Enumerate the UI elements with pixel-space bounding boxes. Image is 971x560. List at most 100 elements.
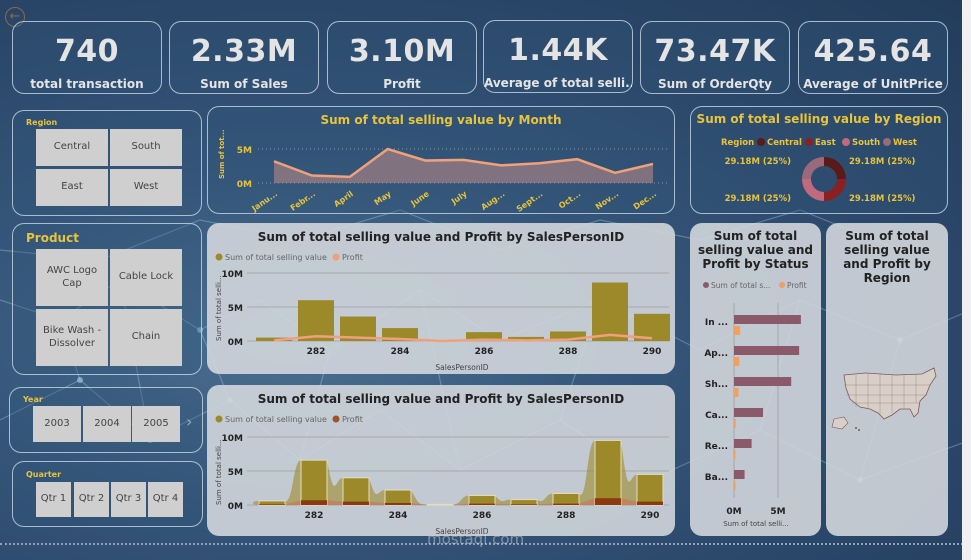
bar xyxy=(734,408,764,417)
profit-bar xyxy=(734,450,736,459)
y-tick-label: 0M xyxy=(228,338,243,348)
quarter-option-2[interactable]: Qtr 2 xyxy=(74,482,109,517)
y-axis-title: Sum of total selli... xyxy=(215,275,223,341)
watermark: mostaql.com xyxy=(427,530,525,548)
legend-label: Profit xyxy=(787,281,807,290)
x-axis-title: SalesPersonID xyxy=(435,527,488,536)
x-tick-label: 288 xyxy=(557,511,576,521)
profit-bar xyxy=(343,501,369,505)
legend-label: Profit xyxy=(342,253,363,262)
year-option-2004[interactable]: 2004 xyxy=(83,406,131,442)
y-tick-label: 0M xyxy=(237,180,252,190)
data-label: 29.18M (25%) xyxy=(849,157,916,167)
divider xyxy=(0,543,971,545)
product-option-cable-lock[interactable]: Cable Lock xyxy=(110,249,182,306)
region-option-west[interactable]: West xyxy=(110,169,182,206)
slicer-title: Product xyxy=(26,231,79,245)
legend-title: Region xyxy=(721,138,754,148)
chevron-right-icon[interactable]: › xyxy=(186,412,193,431)
kpi-label: total transaction xyxy=(30,77,144,91)
donut-slice xyxy=(824,179,846,201)
year-option-2005[interactable]: 2005 xyxy=(132,406,180,442)
legend-marker xyxy=(883,138,891,146)
x-tick-label: Nov... xyxy=(594,189,620,211)
x-tick-label: June xyxy=(409,189,432,209)
chart-title: Sum of total selling value and Profit by… xyxy=(257,230,625,244)
us-mainland-shape xyxy=(843,367,937,420)
profit-bar xyxy=(385,502,411,505)
donut-slice xyxy=(802,179,824,201)
x-tick-label: May xyxy=(373,189,394,207)
kpi-profit: 3.10M Profit xyxy=(327,21,477,94)
x-tick-label: 286 xyxy=(473,511,492,521)
profit-bar xyxy=(469,503,495,505)
profit-line xyxy=(273,333,653,343)
salesperson-ribbon-chart: Sum of total selling value Profit0M5M10MS… xyxy=(215,415,669,536)
slicer-title: Quarter xyxy=(26,470,62,479)
legend-marker xyxy=(842,138,850,146)
quarter-option-4[interactable]: Qtr 4 xyxy=(148,482,183,517)
profit-bar xyxy=(259,504,285,505)
x-tick-label: 286 xyxy=(475,347,494,357)
alaska-shape xyxy=(831,416,849,430)
legend-marker xyxy=(332,415,340,423)
y-tick-label: Re... xyxy=(705,442,728,452)
region-option-east[interactable]: East xyxy=(36,169,108,206)
x-tick-label: 290 xyxy=(643,347,662,357)
y-tick-label: 0M xyxy=(228,502,243,512)
bar xyxy=(298,300,334,341)
kpi-value: 425.64 xyxy=(813,34,933,69)
profit-bar xyxy=(511,504,537,505)
quarter-option-1[interactable]: Qtr 1 xyxy=(36,482,71,517)
quarter-option-3[interactable]: Qtr 3 xyxy=(111,482,146,517)
kpi-label: Profit xyxy=(383,77,421,91)
status-bar-chart: Sum of total s... Profit In ... Ap... Sh... C… xyxy=(703,281,807,528)
kpi-label: Average of UnitPrice xyxy=(803,77,943,91)
y-tick-label: 10M xyxy=(222,270,244,280)
kpi-value: 73.47K xyxy=(654,34,776,69)
region-option-south[interactable]: South xyxy=(110,129,182,166)
product-option-bike-wash[interactable]: Bike Wash - Dissolver xyxy=(36,309,108,366)
region-option-central[interactable]: Central xyxy=(36,129,108,166)
ribbon-bar xyxy=(384,489,412,506)
year-option-2003[interactable]: 2003 xyxy=(33,406,81,442)
profit-bar xyxy=(301,500,327,505)
product-option-chain[interactable]: Chain xyxy=(110,309,182,366)
legend-marker xyxy=(703,282,709,288)
region-donut-card: Sum of total selling value by Region Reg… xyxy=(690,106,948,214)
scrollbar[interactable] xyxy=(962,0,971,560)
x-tick-label: Sept... xyxy=(515,189,545,213)
ribbon-bar xyxy=(342,477,370,506)
bar xyxy=(508,336,544,341)
y-axis-title: Sum of total selli... xyxy=(215,439,223,505)
legend-marker xyxy=(805,138,813,146)
chart-title: Sum of total selling value by Region xyxy=(696,112,942,126)
x-tick-label: 0M xyxy=(726,507,741,517)
x-tick-label: 284 xyxy=(391,347,410,357)
bar xyxy=(734,470,745,479)
legend-label: East xyxy=(815,138,836,148)
ribbon-bar xyxy=(510,499,538,506)
legend-marker xyxy=(215,253,223,261)
ribbon-bar xyxy=(300,459,328,506)
profit-bar xyxy=(553,503,579,505)
kpi-label: Average of total selli... xyxy=(484,76,632,90)
y-tick-label: Ca... xyxy=(705,411,728,421)
profit-bar xyxy=(734,481,736,490)
x-axis-title: Sum of total selli... xyxy=(723,520,789,528)
salesperson-bar-chart: Sum of total selling value Profit0M5M10MS… xyxy=(215,253,670,372)
y-tick-label: 5M xyxy=(228,304,243,314)
month-area-chart: 5M 0M Sum of tot... Janu... Febr... April May J… xyxy=(218,129,668,214)
legend-label: West xyxy=(893,138,917,148)
product-option-awc-logo-cap[interactable]: AWC Logo Cap xyxy=(36,249,108,306)
legend-label: South xyxy=(852,138,880,148)
legend-marker xyxy=(779,282,785,288)
area-fill xyxy=(274,149,653,183)
legend-label: Sum of total selling value xyxy=(225,415,327,424)
ribbon-bar xyxy=(594,439,622,506)
x-tick-label: Oct... xyxy=(557,189,582,210)
us-map[interactable] xyxy=(826,223,948,536)
profit-bar xyxy=(734,326,741,335)
x-tick-label: 288 xyxy=(559,347,578,357)
slicer-title: Region xyxy=(26,118,58,127)
